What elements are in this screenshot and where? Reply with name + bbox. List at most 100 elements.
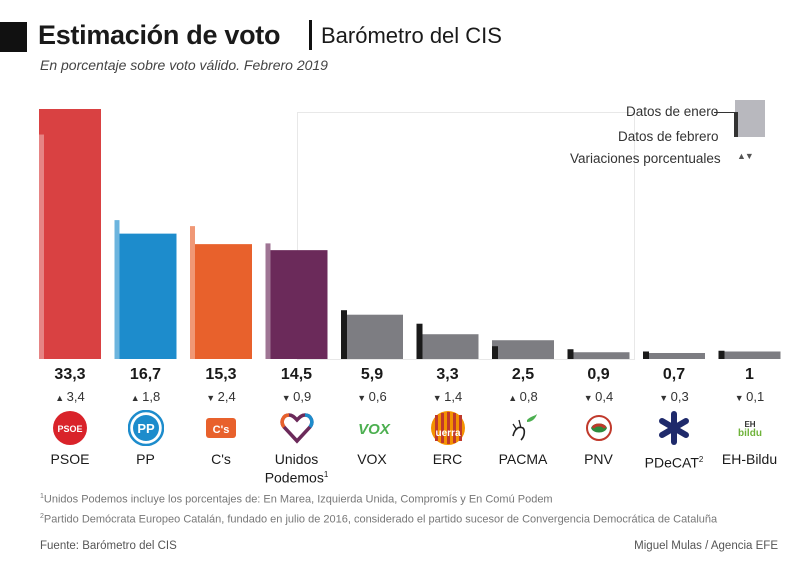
footnote-1-mark: 1 <box>40 493 44 500</box>
value-label-7: 0,9 <box>587 366 610 383</box>
value-label-4: 5,9 <box>360 366 384 383</box>
party-name-2: C's <box>211 451 231 467</box>
legend-january-label: Datos de enero <box>626 104 719 119</box>
bildu-logo-icon: EH bildu <box>732 410 768 446</box>
bar-chart <box>39 109 781 359</box>
arrow-down-icon: ▼ <box>206 393 218 403</box>
variation-label-1: ▲ 1,8 <box>108 389 184 404</box>
variation-value: 0,6 <box>368 389 387 404</box>
value-label-2: 15,3 <box>205 366 237 383</box>
bar-february-9 <box>718 351 781 359</box>
footnote-2-text: Partido Demócrata Europeo Catalán, funda… <box>43 513 718 526</box>
source-credit: Fuente: Barómetro del CIS <box>40 540 177 552</box>
variation-label-6: ▲ 0,8 <box>485 389 561 404</box>
variation-value: 0,1 <box>746 389 765 404</box>
party-name-5: ERC <box>432 451 463 467</box>
pnv-logo-icon <box>581 410 617 446</box>
party-name-7: PNV <box>584 451 613 467</box>
bar-february-1 <box>114 233 177 359</box>
footnote-2: 2Partido Demócrata Europeo Catalán, fund… <box>40 513 717 526</box>
legend-connector-line <box>714 112 736 113</box>
bar-february-4 <box>341 314 403 359</box>
bar-february-8 <box>643 353 705 359</box>
party-name-6: PACMA <box>498 451 548 467</box>
title-marker-block <box>0 22 27 52</box>
arrow-down-icon: ▼ <box>432 393 445 403</box>
value-label-5: 3,3 <box>436 366 459 383</box>
variation-label-2: ▼ 2,4 <box>183 389 259 404</box>
heart-logo-icon <box>279 410 315 446</box>
svg-text:VOX: VOX <box>358 421 391 438</box>
chart-subtitle: En porcentaje sobre voto válido. Febrero… <box>40 57 328 73</box>
variation-label-9: ▼ 0,1 <box>712 389 788 404</box>
party-name-3: Unidos Podemos1 <box>264 451 329 486</box>
svg-text:PP: PP <box>137 421 155 436</box>
value-label-3: 14,5 <box>280 366 313 383</box>
bar-january-marker-4 <box>341 310 347 359</box>
variation-value: 0,8 <box>519 389 538 404</box>
value-label-8: 0,7 <box>662 366 686 383</box>
arrow-up-icon: ▲ <box>508 393 520 403</box>
bar-january-marker-0 <box>39 134 44 359</box>
chart-title: Estimación de voto <box>38 20 281 50</box>
variation-value: 1,8 <box>142 389 161 404</box>
bar-february-2 <box>190 244 252 359</box>
arrow-up-icon: ▲ <box>130 393 143 403</box>
bar-january-marker-2 <box>190 226 195 359</box>
legend-variations-label: Variaciones porcentuales <box>570 151 721 166</box>
source-title: Barómetro del CIS <box>321 23 502 48</box>
bar-february-3 <box>265 250 328 359</box>
variation-value: 3,4 <box>66 389 85 404</box>
arrow-down-icon: ▼ <box>659 393 671 403</box>
variation-value: 2,4 <box>217 389 236 404</box>
vox-logo-icon: VOX <box>354 410 391 446</box>
variation-value: 0,4 <box>595 389 614 404</box>
footnote-1-text: Unidos Podemos incluye los porcentajes d… <box>43 493 553 506</box>
arrow-down-icon: ▼ <box>357 393 369 403</box>
arrow-down-icon: ▼ <box>734 393 747 403</box>
legend-february-label: Datos de febrero <box>618 129 719 144</box>
legend-january-swatch <box>735 100 765 137</box>
legend-arrows-icon: ▲▼ <box>737 151 754 161</box>
variation-value: 0,3 <box>670 389 689 404</box>
erc-logo-icon: uerra <box>430 410 466 446</box>
party-name-1: PP <box>136 451 155 467</box>
variation-label-4: ▼ 0,6 <box>334 389 410 404</box>
svg-text:EH: EH <box>744 420 755 429</box>
footnote-marker: 1 <box>323 470 329 479</box>
svg-text:bildu: bildu <box>738 428 762 439</box>
bar-january-marker-5 <box>416 323 423 359</box>
footnote-marker: 2 <box>698 455 704 464</box>
party-name-0: PSOE <box>50 451 90 467</box>
value-label-1: 16,7 <box>129 366 162 383</box>
bar-february-7 <box>567 352 630 359</box>
cs-logo-icon: C's <box>203 410 239 446</box>
variation-label-8: ▼ 0,3 <box>636 389 712 404</box>
bar-february-6 <box>492 340 554 359</box>
bar-january-marker-1 <box>114 220 120 359</box>
variation-label-3: ▼ 0,9 <box>259 389 335 404</box>
party-name-4: VOX <box>357 451 387 467</box>
psoe-logo-icon: PSOE <box>52 410 88 446</box>
footnote-2-mark: 2 <box>40 513 44 520</box>
variation-label-0: ▲ 3,4 <box>32 389 108 404</box>
value-label-9: 1 <box>745 366 754 383</box>
party-name-9: EH-Bildu <box>721 451 778 467</box>
bar-january-marker-7 <box>567 349 574 359</box>
variation-label-5: ▼ 1,4 <box>410 389 486 404</box>
bar-january-marker-9 <box>718 350 725 359</box>
svg-text:PSOE: PSOE <box>57 424 82 434</box>
bar-january-marker-8 <box>643 351 649 359</box>
arrow-down-icon: ▼ <box>583 393 596 403</box>
variation-label-7: ▼ 0,4 <box>561 389 637 404</box>
arrow-down-icon: ▼ <box>281 393 294 403</box>
variation-value: 0,9 <box>293 389 312 404</box>
svg-text:uerra: uerra <box>435 428 460 439</box>
pacma-logo-icon <box>505 410 541 446</box>
pp-logo-icon: PP <box>127 409 164 447</box>
legend-february-swatch <box>734 112 738 137</box>
value-label-6: 2,5 <box>511 366 535 383</box>
svg-text:C's: C's <box>213 424 230 436</box>
author-credit: Miguel Mulas / Agencia EFE <box>634 540 778 552</box>
party-name-8: PDeCAT2 <box>644 454 704 471</box>
